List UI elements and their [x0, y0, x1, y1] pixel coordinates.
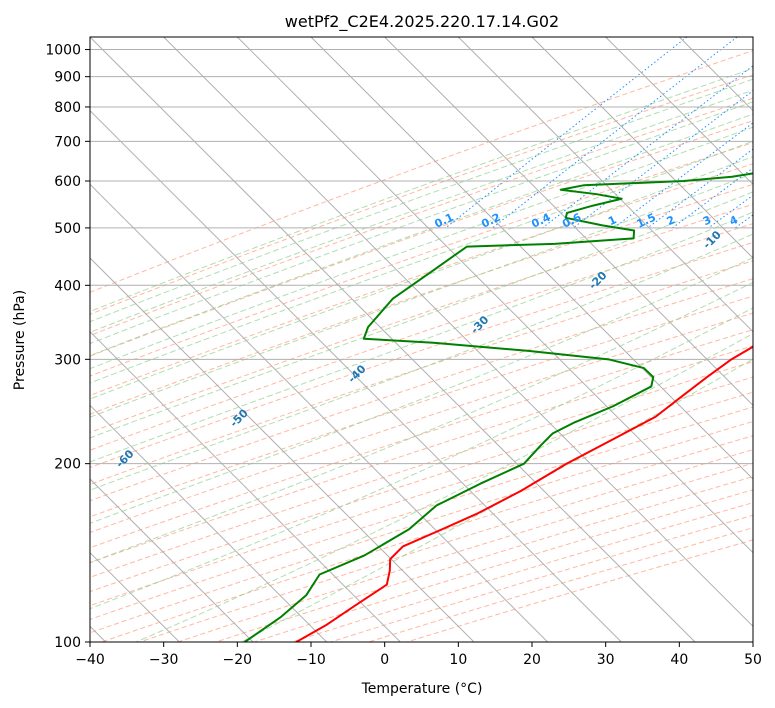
dry-adiabat — [90, 329, 753, 549]
dry-adiabat — [215, 476, 753, 642]
y-tick-label: 1000 — [45, 43, 81, 59]
axes: −40 −30 −20 −10 0 10 20 30 40 50 100 200 300 400 500 60… — [45, 43, 762, 668]
isotherm-line — [605, 37, 753, 186]
temperature-line — [295, 345, 753, 642]
chart-title: wetPf2_C2E4.2025.220.17.14.G02 — [285, 12, 559, 32]
dry-adiabat — [254, 489, 753, 642]
isotherm-line — [531, 37, 753, 259]
mixing-ratio-line — [445, 37, 688, 229]
dry-adiabat — [90, 223, 753, 451]
moist-adiabat — [90, 257, 753, 524]
isotherm-line — [236, 37, 753, 554]
isotherm-line — [752, 37, 753, 38]
y-tick-label: 700 — [54, 134, 81, 150]
isotherm-line — [90, 404, 328, 642]
dry-adiabat — [90, 278, 753, 502]
x-tick-label: −10 — [296, 652, 326, 668]
moist-adiabat — [90, 211, 753, 463]
isotherm-label: -10 — [701, 228, 724, 251]
mixing-ratio-line — [542, 65, 753, 229]
mixing-ratio-label: 4 — [728, 213, 741, 228]
moist-adiabat — [90, 233, 753, 491]
y-tick-label: 600 — [54, 174, 81, 190]
x-tick-label: −20 — [223, 652, 253, 668]
y-tick-label: 500 — [54, 221, 81, 237]
moist-adiabat — [90, 101, 753, 345]
isotherm-label: -30 — [468, 313, 491, 336]
isotherm-line — [163, 37, 753, 628]
x-tick-label: 20 — [523, 652, 541, 668]
moist-adiabat — [90, 281, 753, 564]
plot-frame — [89, 36, 754, 643]
dry-adiabat — [101, 435, 753, 642]
dry-adiabat — [90, 142, 753, 377]
isotherm-label: -50 — [228, 406, 251, 429]
isotherm-line — [310, 37, 753, 480]
mixing-ratio-line — [572, 90, 753, 229]
isotherm-line — [90, 478, 254, 642]
x-tick-label: 10 — [449, 652, 467, 668]
dry-adiabat — [90, 203, 753, 433]
background-grid — [90, 37, 753, 642]
x-tick-label: 0 — [380, 652, 389, 668]
moist-adiabat — [90, 113, 753, 357]
dry-adiabat — [90, 312, 753, 533]
moist-adiabat — [135, 333, 753, 642]
isotherm-line — [90, 109, 622, 642]
isotherm-label: -60 — [113, 447, 136, 470]
dry-adiabat — [90, 183, 753, 415]
y-tick-label: 400 — [54, 278, 81, 294]
dry-adiabat — [90, 241, 753, 469]
dry-adiabat — [90, 361, 753, 578]
y-tick-label: 200 — [54, 457, 81, 473]
isotherm-line — [90, 257, 475, 642]
x-tick-label: 40 — [670, 652, 688, 668]
dewpoint-line — [244, 172, 753, 642]
sounding-traces — [244, 172, 753, 642]
x-tick-label: 30 — [597, 652, 615, 668]
mixing-ratio-line — [613, 122, 753, 229]
mixing-ratio-line — [734, 214, 753, 229]
moist-adiabat — [90, 78, 753, 323]
isotherm-line — [457, 37, 753, 333]
moist-adiabat — [241, 358, 753, 642]
x-axis-label: Temperature (°C) — [361, 681, 483, 697]
isotherm-line — [90, 183, 549, 642]
mixing-ratio-line — [492, 37, 738, 229]
isotherm-line — [384, 37, 753, 407]
y-tick-label: 900 — [54, 70, 81, 86]
x-tick-label: −40 — [75, 652, 105, 668]
moist-adiabat — [90, 67, 753, 313]
isotherm-line — [90, 330, 401, 642]
dry-adiabat — [177, 462, 753, 642]
isotherm-label: -40 — [345, 362, 368, 385]
mixing-ratio-line — [672, 167, 753, 229]
x-tick-label: −30 — [149, 652, 179, 668]
x-tick-label: 50 — [744, 652, 762, 668]
dry-adiabat — [90, 376, 753, 593]
moist-adiabat — [90, 156, 753, 400]
y-axis-label: Pressure (hPa) — [12, 290, 28, 390]
y-tick-label: 300 — [54, 352, 81, 368]
isotherm-line — [678, 37, 753, 112]
moist-adiabat — [90, 307, 753, 610]
y-tick-label: 800 — [54, 100, 81, 116]
moist-adiabat — [90, 172, 753, 418]
dry-adiabat — [90, 120, 753, 357]
y-tick-label: 100 — [54, 635, 81, 651]
dry-adiabat — [90, 345, 753, 564]
dry-adiabat — [139, 449, 753, 642]
